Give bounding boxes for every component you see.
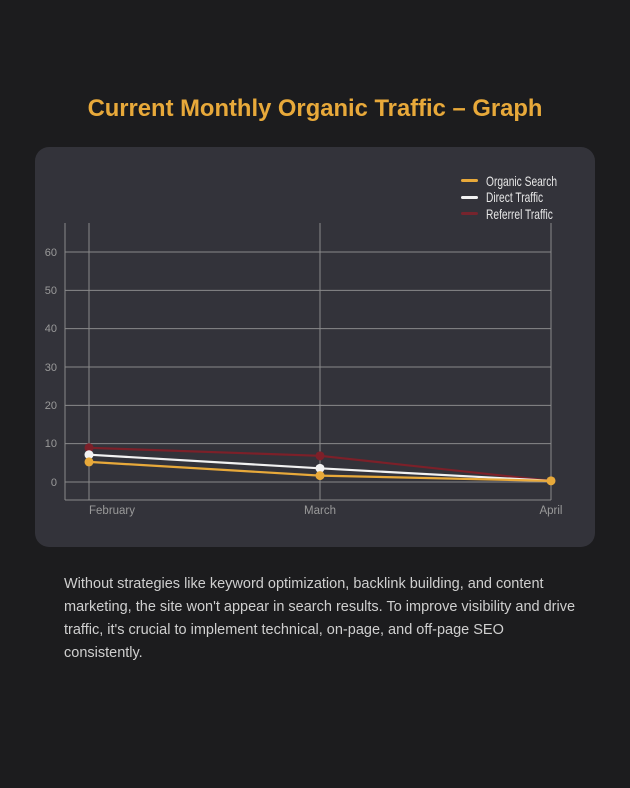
svg-text:10: 10 — [45, 438, 57, 450]
svg-text:40: 40 — [45, 323, 57, 335]
svg-text:30: 30 — [45, 362, 57, 374]
svg-text:April: April — [539, 505, 562, 517]
svg-text:0: 0 — [51, 477, 57, 489]
svg-text:20: 20 — [45, 400, 57, 412]
svg-text:February: February — [89, 505, 135, 517]
svg-text:March: March — [304, 505, 336, 517]
svg-text:50: 50 — [45, 285, 57, 297]
svg-text:60: 60 — [45, 247, 57, 259]
